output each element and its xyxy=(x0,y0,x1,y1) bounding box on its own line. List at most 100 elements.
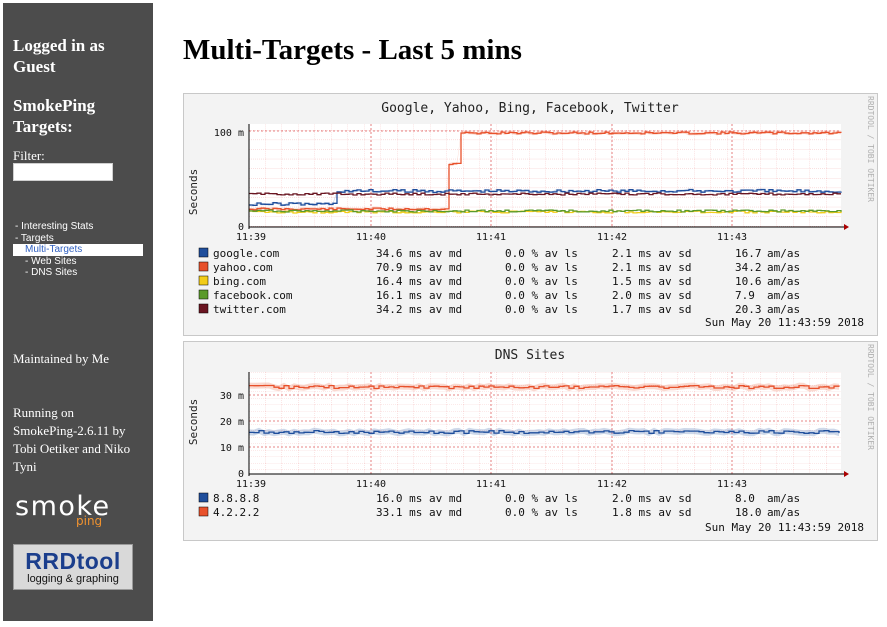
x-tick-label: 11:39 xyxy=(236,232,266,243)
legend-avg: 33.1 ms av md xyxy=(376,506,462,519)
graph-multi-targets[interactable]: Google, Yahoo, Bing, Facebook, Twitter S… xyxy=(183,93,878,336)
legend-loss: 0.0 % av ls xyxy=(505,247,578,260)
menu-item-targets[interactable]: - Targets xyxy=(15,232,54,244)
smokeping-logo-sub: ping xyxy=(76,514,102,527)
y-axis-label: Seconds xyxy=(187,169,200,215)
menu-item-web-sites[interactable]: - Web Sites xyxy=(25,255,77,267)
smokeping-logo-word: smoke xyxy=(15,491,111,522)
smokeping-logo[interactable]: smoke ping xyxy=(13,491,133,528)
filter-label: Filter: xyxy=(13,148,45,163)
legend-amas-unit: am/as xyxy=(767,247,800,260)
x-tick-label: 11:42 xyxy=(597,232,627,243)
rrdtool-logo-word: RRDtool xyxy=(25,548,121,574)
legend-item: google.com 34.6 ms av md 0.0 % av ls 2.1 ms… xyxy=(198,247,800,260)
legend-loss: 0.0 % av ls xyxy=(505,492,578,505)
legend-amas: 16.7 xyxy=(735,247,762,260)
graph-timestamp: Sun May 20 11:43:59 2018 xyxy=(705,316,864,329)
legend-amas: 20.3 xyxy=(735,303,762,316)
maintained-by: Maintained by Me xyxy=(13,351,110,366)
x-tick-label: 11:39 xyxy=(236,479,266,490)
legend-item: 8.8.8.8 16.0 ms av md 0.0 % av ls 2.0 ms av… xyxy=(198,492,800,505)
page-title: Multi-Targets - Last 5 mins xyxy=(183,34,522,66)
y-tick-label: 20 m xyxy=(220,417,244,428)
legend-avg: 34.2 ms av md xyxy=(376,303,462,316)
rrdtool-logo[interactable]: RRDtool logging & graphing xyxy=(13,544,133,590)
legend-amas-unit: am/as xyxy=(767,261,800,274)
legend-name: bing.com xyxy=(213,275,266,288)
legend: 8.8.8.8 16.0 ms av md 0.0 % av ls 2.0 ms av… xyxy=(198,492,800,519)
legend-loss: 0.0 % av ls xyxy=(505,261,578,274)
rrdtool-credit: RRDTOOL / TOBI OETIKER xyxy=(866,96,875,202)
legend: google.com 34.6 ms av md 0.0 % av ls 2.1 ms… xyxy=(198,247,800,316)
x-tick-label: 11:40 xyxy=(356,232,386,243)
legend-sd: 1.8 ms av sd xyxy=(612,506,691,519)
legend-item: bing.com 16.4 ms av md 0.0 % av ls 1.5 ms a… xyxy=(198,275,800,288)
legend-amas: 8.0 xyxy=(735,492,755,505)
running-on: Running on SmokePing-2.6.11 by Tobi Oeti… xyxy=(13,405,131,474)
legend-sd: 2.0 ms av sd xyxy=(612,289,691,302)
legend-name: 4.2.2.2 xyxy=(213,506,259,519)
legend-item: twitter.com 34.2 ms av md 0.0 % av ls 1.7 m… xyxy=(198,303,800,316)
y-tick-label: 30 m xyxy=(220,391,244,402)
y-tick-label: 0 xyxy=(238,469,244,480)
legend-swatch xyxy=(198,275,209,286)
legend-avg: 70.9 ms av md xyxy=(376,261,462,274)
legend-name: 8.8.8.8 xyxy=(213,492,259,505)
filter-input[interactable] xyxy=(13,163,113,181)
x-tick-label: 11:41 xyxy=(476,232,506,243)
legend-amas-unit: am/as xyxy=(767,303,800,316)
legend-item: facebook.com 16.1 ms av md 0.0 % av ls 2.0 … xyxy=(198,289,800,302)
legend-item: 4.2.2.2 33.1 ms av md 0.0 % av ls 1.8 ms av… xyxy=(198,506,800,519)
legend-name: yahoo.com xyxy=(213,261,273,274)
legend-swatch xyxy=(198,247,209,258)
legend-item: yahoo.com 70.9 ms av md 0.0 % av ls 2.1 ms … xyxy=(198,261,800,274)
legend-sd: 1.5 ms av sd xyxy=(612,275,691,288)
legend-name: facebook.com xyxy=(213,289,293,302)
legend-loss: 0.0 % av ls xyxy=(505,289,578,302)
legend-amas-unit: am/as xyxy=(767,492,800,505)
legend-swatch xyxy=(198,289,209,300)
legend-amas: 34.2 xyxy=(735,261,762,274)
x-tick-label: 11:43 xyxy=(717,232,747,243)
graph-timestamp: Sun May 20 11:43:59 2018 xyxy=(705,521,864,534)
rrdtool-credit: RRDTOOL / TOBI OETIKER xyxy=(866,344,875,450)
menu-item-interesting-stats[interactable]: - Interesting Stats xyxy=(15,221,94,232)
series-lines xyxy=(249,130,842,214)
legend-avg: 16.1 ms av md xyxy=(376,289,462,302)
legend-avg: 34.6 ms av md xyxy=(376,247,462,260)
graph-title: DNS Sites xyxy=(495,348,565,363)
sidebar: Logged in as Guest SmokePing Targets: Fi… xyxy=(3,3,153,621)
legend-avg: 16.0 ms av md xyxy=(376,492,462,505)
y-tick-label: 10 m xyxy=(220,443,244,454)
x-tick-label: 11:40 xyxy=(356,479,386,490)
legend-amas-unit: am/as xyxy=(767,275,800,288)
x-tick-label: 11:42 xyxy=(597,479,627,490)
legend-amas: 7.9 xyxy=(735,289,755,302)
legend-swatch xyxy=(198,303,209,314)
targets-heading: SmokePing Targets: xyxy=(13,96,96,136)
login-status: Logged in as Guest xyxy=(13,36,105,76)
x-tick-label: 11:43 xyxy=(717,479,747,490)
y-tick-label: 0 xyxy=(238,222,244,233)
legend-name: google.com xyxy=(213,247,280,260)
legend-avg: 16.4 ms av md xyxy=(376,275,462,288)
y-axis-label: Seconds xyxy=(187,399,200,445)
legend-amas: 10.6 xyxy=(735,275,762,288)
x-tick-label: 11:41 xyxy=(476,479,506,490)
target-menu: - Interesting Stats - Targets Multi-Targ… xyxy=(13,221,143,279)
graph-title: Google, Yahoo, Bing, Facebook, Twitter xyxy=(381,101,679,116)
legend-sd: 2.0 ms av sd xyxy=(612,492,691,505)
legend-loss: 0.0 % av ls xyxy=(505,275,578,288)
graph-dns-sites[interactable]: DNS Sites Seconds RRDTOOL / TOBI OETIKER… xyxy=(183,341,878,541)
legend-swatch xyxy=(198,492,209,503)
rrdtool-logo-sub: logging & graphing xyxy=(27,573,119,585)
legend-sd: 1.7 ms av sd xyxy=(612,303,691,316)
legend-amas-unit: am/as xyxy=(767,506,800,519)
legend-amas-unit: am/as xyxy=(767,289,800,302)
menu-item-multi-targets[interactable]: Multi-Targets xyxy=(13,244,143,256)
legend-sd: 2.1 ms av sd xyxy=(612,247,691,260)
major-grid xyxy=(249,372,841,474)
legend-sd: 2.1 ms av sd xyxy=(612,261,691,274)
legend-loss: 0.0 % av ls xyxy=(505,506,578,519)
menu-item-dns-sites[interactable]: - DNS Sites xyxy=(25,267,78,278)
